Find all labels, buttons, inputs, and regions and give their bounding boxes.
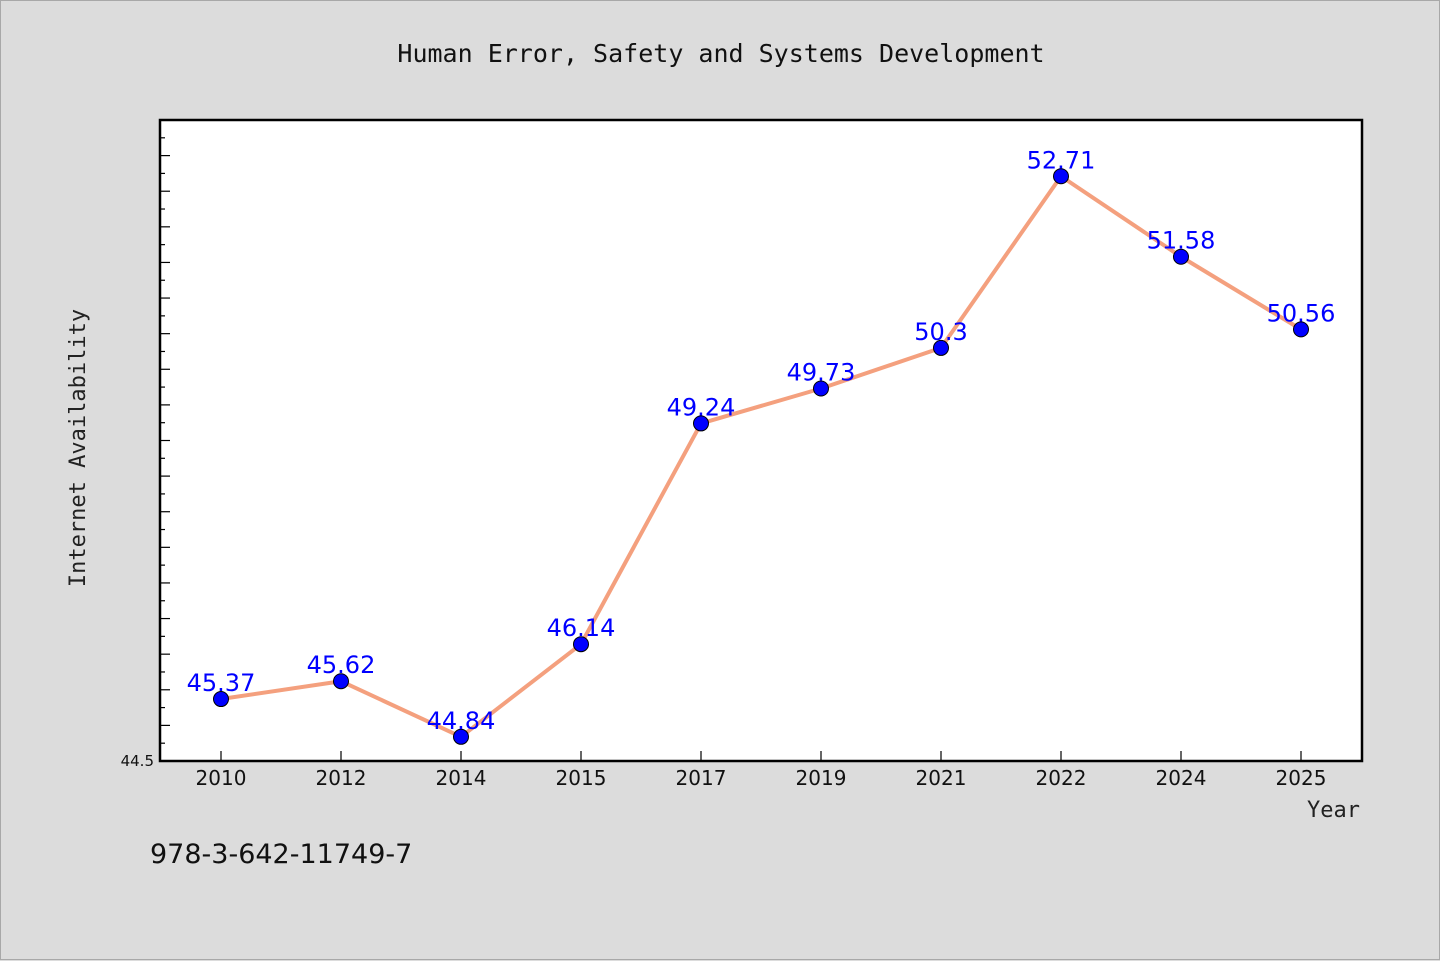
data-point xyxy=(1173,248,1189,265)
data-point xyxy=(333,673,349,690)
data-point xyxy=(933,339,949,356)
data-point xyxy=(813,380,829,397)
x-tick-label: 2019 xyxy=(796,766,847,790)
x-tick-label: 2012 xyxy=(316,766,367,790)
isbn-text: 978-3-642-11749-7 xyxy=(150,839,412,870)
data-point xyxy=(573,636,589,653)
data-point xyxy=(1293,321,1309,338)
data-label: 52.71 xyxy=(1027,146,1096,174)
plot-area xyxy=(158,118,1364,763)
x-axis-label: Year xyxy=(1307,798,1360,823)
series-line xyxy=(220,174,1303,739)
chart-title: Human Error, Safety and Systems Developm… xyxy=(397,39,1044,68)
x-tick-label: 2024 xyxy=(1156,766,1207,790)
x-axis-ticks: 2010 2012 2014 2015 2017 2019 2021 2022 2024 2025 xyxy=(196,751,1327,790)
data-point xyxy=(693,415,709,432)
data-label: 46.14 xyxy=(547,614,616,642)
x-tick-label: 2025 xyxy=(1276,766,1327,790)
y-tick-label: 44.5 xyxy=(121,752,154,770)
data-label: 50.56 xyxy=(1267,299,1336,327)
x-tick-label: 2015 xyxy=(556,766,607,790)
data-point xyxy=(213,691,229,708)
x-tick-label: 2021 xyxy=(916,766,967,790)
data-label: 45.37 xyxy=(187,669,256,697)
data-label: 49.24 xyxy=(667,393,736,421)
x-tick-label: 2017 xyxy=(676,766,727,790)
data-labels: 45.37 45.62 44.84 46.14 49.24 49.73 50.3 52.71 5… xyxy=(187,146,1336,735)
data-label: 50.3 xyxy=(914,318,967,346)
y-axis-label: Internet Availability xyxy=(66,309,91,587)
series-line-group xyxy=(213,168,1309,745)
data-label: 49.73 xyxy=(787,359,856,387)
y-axis-ticks: 44.5 xyxy=(121,119,170,770)
x-tick-label: 2014 xyxy=(436,766,487,790)
x-tick-label: 2022 xyxy=(1036,766,1087,790)
data-label: 44.84 xyxy=(427,707,496,735)
data-point xyxy=(1053,168,1069,185)
data-label: 45.62 xyxy=(307,651,376,679)
data-label: 51.58 xyxy=(1147,227,1216,255)
x-tick-label: 2010 xyxy=(196,766,247,790)
data-point xyxy=(453,728,469,745)
